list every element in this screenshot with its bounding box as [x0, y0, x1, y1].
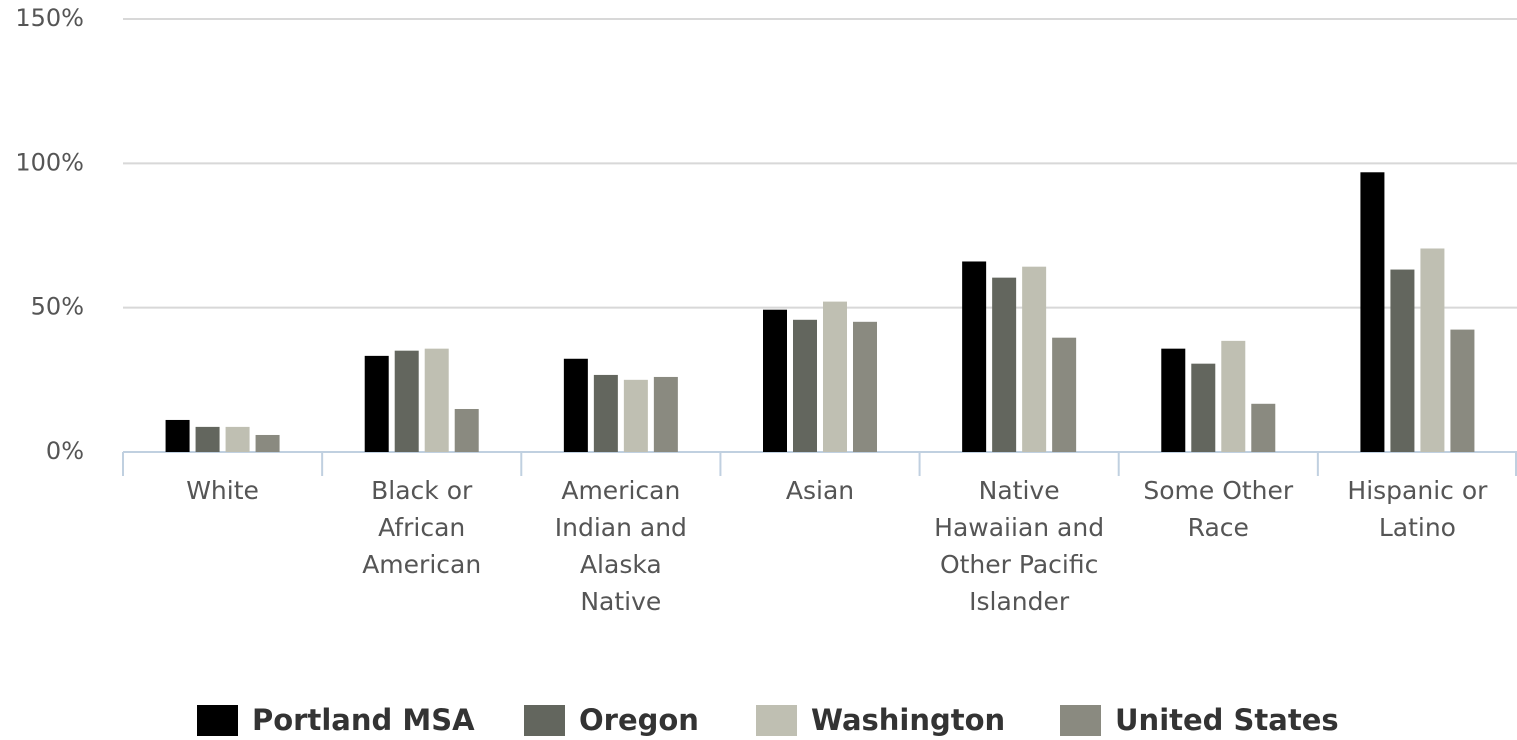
legend-swatch [524, 705, 565, 736]
legend-label: Portland MSA [252, 703, 475, 737]
bar [653, 376, 678, 452]
bar [1191, 363, 1216, 452]
legend-label: Washington [811, 703, 1005, 737]
bar [394, 350, 419, 452]
bar [1420, 248, 1445, 452]
bar [1161, 348, 1186, 452]
legend-swatch [1060, 705, 1101, 736]
bar [563, 358, 588, 452]
x-tick-label: American Indian and Alaska Native [554, 476, 687, 616]
bar [763, 309, 787, 452]
bar [623, 379, 648, 452]
bar [1450, 329, 1475, 452]
bar [1022, 266, 1047, 452]
bar [1251, 403, 1276, 452]
bar [992, 277, 1017, 452]
bar [853, 321, 877, 452]
bar [255, 434, 280, 452]
bar [1052, 337, 1077, 452]
bar [165, 419, 190, 452]
x-tick-label: Asian [785, 476, 855, 505]
legend-swatch [197, 705, 238, 736]
bar [424, 348, 449, 452]
legend-label: Oregon [579, 703, 699, 737]
bar [793, 319, 817, 452]
x-tick-label: Native Hawaiian and Other Pacific Island… [934, 476, 1105, 616]
bar [195, 426, 220, 452]
bar [593, 374, 618, 452]
legend-label: United States [1115, 703, 1339, 737]
y-tick-label: 100% [15, 148, 84, 176]
bar [823, 301, 847, 452]
bar [225, 426, 250, 452]
y-tick-label: 150% [15, 4, 84, 32]
bar [364, 355, 389, 452]
x-tick-label: White [186, 476, 259, 505]
bar [1390, 269, 1415, 452]
x-tick-label: Black or African American [362, 476, 482, 579]
y-tick-label: 0% [46, 437, 84, 465]
legend-swatch [756, 705, 797, 736]
bar [962, 261, 987, 452]
bar [1360, 172, 1385, 453]
bar [1221, 340, 1246, 452]
x-tick-label: Some Other Race [1143, 476, 1294, 542]
x-tick-label: Hispanic or Latino [1347, 476, 1488, 542]
y-tick-label: 50% [31, 293, 84, 321]
bar [454, 408, 479, 452]
